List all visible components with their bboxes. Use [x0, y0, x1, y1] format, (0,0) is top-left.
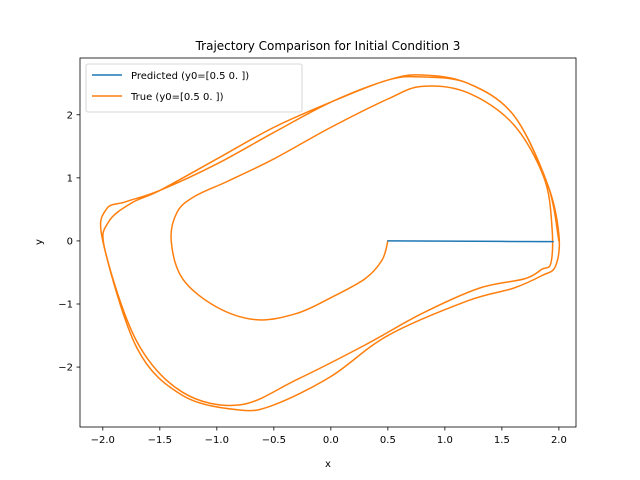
y-tick-label: 1: [67, 173, 73, 184]
x-tick-label: 0.5: [380, 435, 396, 446]
series-line-true: [99, 74, 561, 412]
legend: Predicted (y0=[0.5 0. ]) True (y0=[0.5 0…: [85, 63, 303, 113]
series-layer: [99, 74, 561, 412]
y-tick-label: −1: [58, 300, 73, 311]
legend-box: [85, 63, 303, 113]
chart-title: Trajectory Comparison for Initial Condit…: [195, 39, 461, 53]
x-tick-label: 0.0: [323, 435, 339, 446]
x-tick-label: −1.5: [148, 435, 172, 446]
x-axis-ticks: −2.0 −1.5 −1.0 −0.5 0.0 0.5 1.0 1.5 2.0: [91, 427, 567, 446]
plot-frame: [79, 57, 577, 428]
y-tick-label: −2: [58, 363, 73, 374]
x-tick-label: −2.0: [91, 435, 115, 446]
x-tick-label: 1.5: [494, 435, 510, 446]
legend-label-predicted: Predicted (y0=[0.5 0. ]): [131, 71, 249, 82]
x-axis-label: x: [325, 459, 331, 470]
x-tick-label: 2.0: [551, 435, 567, 446]
legend-label-true: True (y0=[0.5 0. ]): [130, 92, 224, 103]
x-tick-label: −1.0: [205, 435, 229, 446]
y-tick-label: 0: [67, 236, 73, 247]
y-axis-label: y: [34, 239, 45, 245]
series-line-predicted: [387, 240, 554, 243]
y-axis-ticks: −2 −1 0 1 2: [58, 110, 80, 374]
x-tick-label: −0.5: [262, 435, 286, 446]
x-tick-label: 1.0: [437, 435, 453, 446]
y-tick-label: 2: [67, 110, 73, 121]
